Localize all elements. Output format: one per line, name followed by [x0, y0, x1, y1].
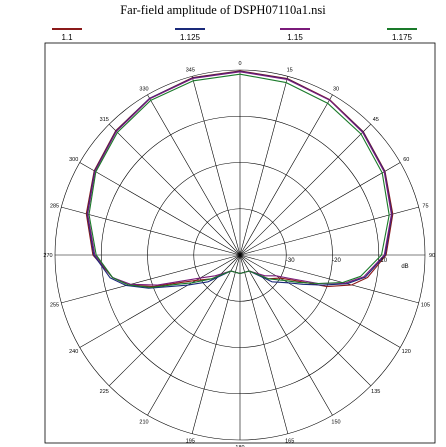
radial-tick-label: -10 — [378, 258, 387, 264]
angle-tick-label: 240 — [69, 349, 78, 355]
angle-tick-label: 135 — [371, 389, 380, 395]
angle-tick-label: 60 — [403, 157, 409, 163]
polar-grid — [54, 69, 426, 441]
grid-spoke — [191, 76, 241, 256]
plot-frame — [44, 42, 436, 444]
angle-tick-label: 300 — [69, 157, 78, 163]
angle-tick-label: 15 — [287, 68, 293, 74]
angle-tick-label: 270 — [43, 253, 52, 259]
angle-tick-label: 195 — [186, 438, 195, 444]
angle-tick-label: 315 — [100, 117, 109, 123]
angle-tick-label: 165 — [285, 438, 294, 444]
grid-spoke — [239, 162, 401, 256]
angle-tick-label: 45 — [373, 117, 379, 123]
grid-spoke — [108, 123, 241, 256]
axis-labels: 0 15 30 45 60 75 90 105 120 135 150 165 180 195 210 225… — [43, 61, 435, 447]
grid-spoke — [147, 94, 241, 256]
grid-spoke — [239, 76, 289, 256]
legend-label-1.175: 1.175 — [392, 33, 413, 42]
legend-label-1.125: 1.125 — [180, 33, 201, 42]
radial-tick-label: -20 — [332, 258, 341, 264]
grid-spoke — [79, 162, 241, 256]
grid-spoke — [79, 254, 241, 348]
grid-spoke — [239, 123, 372, 256]
angle-tick-label: 210 — [139, 419, 148, 425]
angle-tick-label: 30 — [333, 87, 339, 93]
legend: 1.1 1.125 1.15 1.175 — [52, 28, 417, 42]
legend-label-1.1: 1.1 — [61, 33, 73, 42]
angle-tick-label: 120 — [402, 349, 411, 355]
radial-unit-label: dB — [401, 264, 408, 270]
angle-tick-label: 105 — [421, 303, 430, 309]
angle-tick-label: 345 — [186, 68, 195, 74]
radial-tick-label: -30 — [286, 258, 295, 264]
angle-tick-label: 180 — [235, 445, 244, 447]
grid-spoke — [239, 254, 333, 416]
angle-tick-label: 285 — [50, 203, 59, 209]
angle-tick-label: 75 — [422, 203, 428, 209]
angle-tick-label: 150 — [331, 419, 340, 425]
chart-title: Far-field amplitude of DSPH07110a1.nsi — [120, 3, 326, 17]
angle-tick-label: 330 — [139, 87, 148, 93]
series-line-1.175 — [88, 73, 390, 288]
grid-spoke — [191, 254, 241, 434]
grid-spoke — [61, 254, 241, 304]
series-group — [85, 70, 394, 289]
grid-spoke — [239, 254, 401, 348]
grid-spoke — [239, 94, 333, 256]
angle-tick-label: 90 — [429, 253, 435, 259]
grid-spoke — [61, 206, 241, 256]
legend-label-1.15: 1.15 — [287, 33, 303, 42]
grid-spoke — [239, 254, 289, 434]
angle-tick-label: 0 — [238, 61, 241, 67]
angle-tick-label: 255 — [50, 303, 59, 309]
grid-spoke — [239, 254, 419, 304]
grid-spoke — [147, 254, 241, 416]
angle-tick-label: 225 — [100, 389, 109, 395]
